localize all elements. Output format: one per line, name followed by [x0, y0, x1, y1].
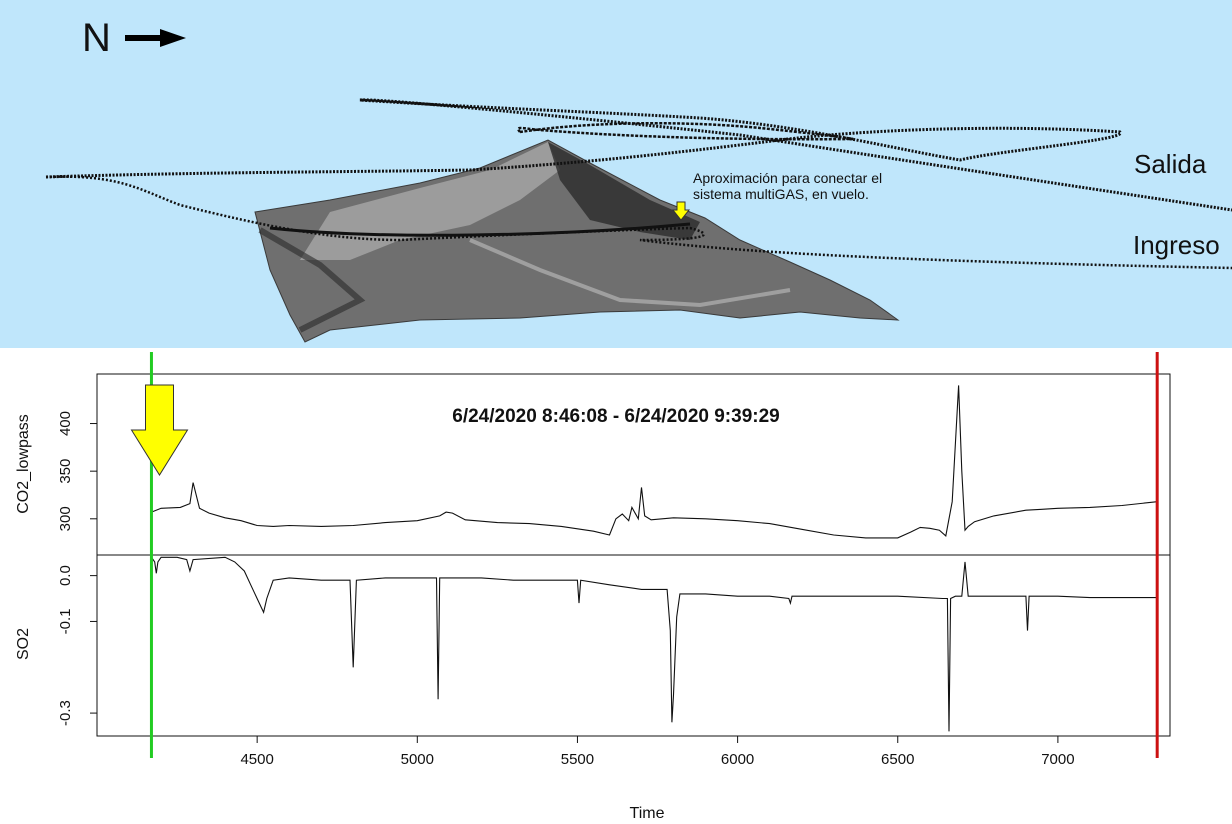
x-tick-label: 6500	[881, 751, 914, 768]
co2-panel: 300 350 400	[57, 385, 1158, 539]
x-tick-label: 5500	[561, 751, 594, 768]
so2-panel: -0.3 -0.1 0.0	[57, 556, 1158, 732]
volcano-flight-scene: N Salida Ingreso Aproximación para conec…	[0, 0, 1232, 348]
plot-title: 6/24/2020 8:46:08 - 6/24/2020 9:39:29	[452, 406, 779, 427]
co2-axis-title: CO2_lowpass	[15, 414, 32, 514]
exit-flight-track	[45, 98, 1232, 212]
approach-annotation-line: Aproximación para conectar el	[693, 170, 883, 186]
y-tick-label: 0.0	[57, 565, 74, 586]
exit-label: Salida	[1134, 149, 1207, 179]
x-axis-title: Time	[630, 805, 665, 822]
north-label: N	[82, 16, 111, 60]
y-tick-label: 400	[57, 411, 74, 436]
series-line-co2-lowpass	[151, 385, 1158, 539]
y-tick-label: 300	[57, 506, 74, 531]
approach-annotation-line: sistema multiGAS, en vuelo.	[693, 186, 869, 202]
plot-drawing: 300 350 400 -0.3 -0.1 0.0 4500 5000 5500 6000 65…	[15, 352, 1171, 822]
x-axis: 4500 5000 5500 6000 6500 7000	[240, 735, 1075, 768]
approach-marker-icon	[671, 201, 691, 221]
exit-flight-track-inner	[516, 122, 854, 141]
entry-flight-track-solid	[269, 222, 691, 237]
y-tick-label: -0.1	[57, 609, 74, 635]
volcano-ridge	[258, 227, 366, 333]
gas-time-series-plot: 300 350 400 -0.3 -0.1 0.0 4500 5000 5500 6000 65…	[0, 348, 1232, 824]
volcano-slope-light	[300, 142, 560, 260]
x-tick-label: 4500	[240, 751, 273, 768]
approach-annotation: Aproximación para conectar el sistema mu…	[693, 170, 923, 202]
so2-axis-title: SO2	[15, 628, 32, 660]
entry-label: Ingreso	[1133, 230, 1220, 260]
y-tick-label: -0.3	[57, 700, 74, 726]
x-tick-label: 7000	[1041, 751, 1074, 768]
volcano-ridge	[469, 238, 791, 308]
north-arrow-icon	[125, 29, 186, 47]
y-tick-label: 350	[57, 459, 74, 484]
volcano-slope-dark	[548, 142, 700, 240]
series-line-so2	[151, 556, 1158, 732]
start-arrow-icon	[130, 384, 189, 476]
entry-flight-track	[45, 175, 1232, 270]
x-tick-label: 5000	[401, 751, 434, 768]
scene-drawing	[45, 29, 1232, 343]
x-tick-label: 6000	[721, 751, 754, 768]
